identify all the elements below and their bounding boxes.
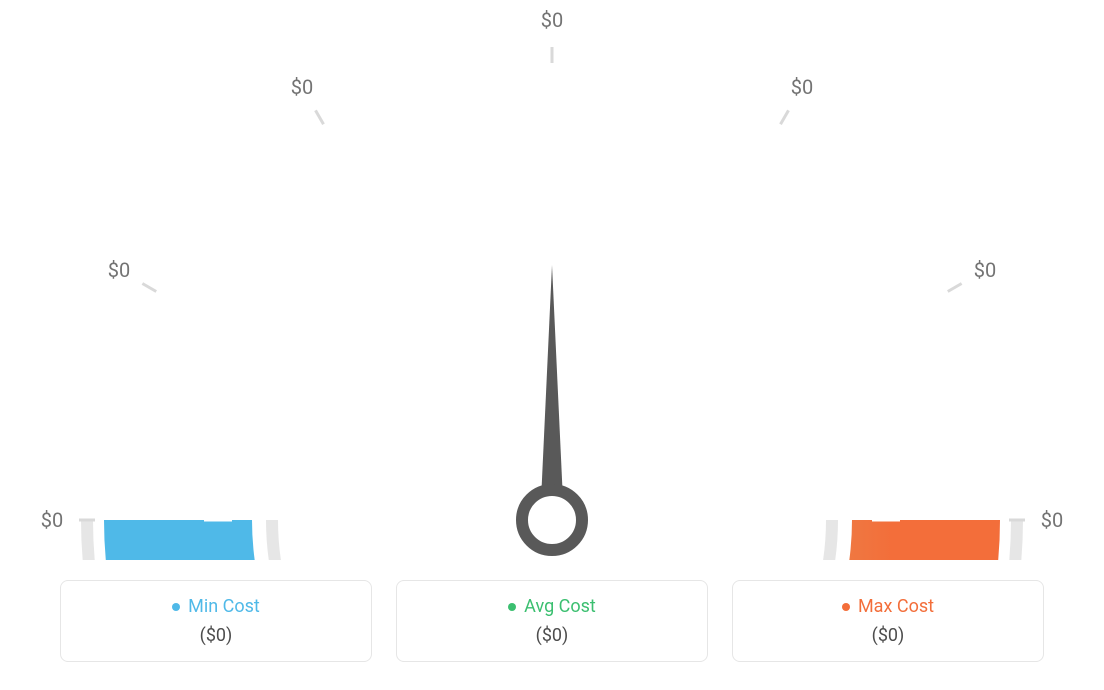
legend-dot-icon bbox=[508, 603, 516, 611]
gauge-tick-label: $0 bbox=[974, 258, 996, 282]
legend-title: Max Cost bbox=[842, 596, 934, 617]
legend-value: ($0) bbox=[200, 625, 233, 646]
legend-card-avg-cost: Avg Cost ($0) bbox=[396, 580, 708, 662]
gauge-tick-minor bbox=[868, 466, 896, 470]
gauge-tick-label: $0 bbox=[541, 8, 563, 32]
legend-title: Min Cost bbox=[172, 596, 260, 617]
legend-row: Min Cost ($0) Avg Cost ($0) Max Cost ($0) bbox=[60, 580, 1044, 662]
gauge-tick-minor bbox=[740, 238, 756, 261]
gauge-tick-major bbox=[316, 110, 324, 124]
gauge-tick-minor bbox=[208, 466, 236, 470]
gauge-tick-minor bbox=[651, 189, 660, 216]
gauge-tick-label: $0 bbox=[108, 258, 130, 282]
gauge-tick-minor bbox=[856, 412, 883, 421]
gauge-tick-minor bbox=[347, 238, 363, 261]
gauge-tick-minor bbox=[242, 362, 267, 375]
gauge-tick-minor bbox=[444, 189, 453, 216]
legend-label: Max Cost bbox=[858, 596, 934, 617]
gauge-tick-label: $0 bbox=[291, 75, 313, 99]
gauge-tick-minor bbox=[778, 274, 798, 294]
gauge-tick-minor bbox=[498, 176, 502, 204]
legend-card-max-cost: Max Cost ($0) bbox=[732, 580, 1044, 662]
gauge-tick-major bbox=[781, 110, 789, 124]
legend-title: Avg Cost bbox=[508, 596, 596, 617]
gauge-tick-label: $0 bbox=[41, 508, 63, 532]
gauge-tick-minor bbox=[697, 210, 710, 235]
legend-value: ($0) bbox=[536, 625, 569, 646]
gauge-tick-minor bbox=[270, 315, 293, 331]
gauge-hub bbox=[522, 490, 582, 550]
gauge-tick-minor bbox=[306, 274, 326, 294]
gauge-tick-minor bbox=[221, 412, 248, 421]
legend-label: Avg Cost bbox=[524, 596, 596, 617]
gauge-tick-minor bbox=[394, 210, 407, 235]
gauge-tick-major bbox=[948, 284, 962, 292]
legend-dot-icon bbox=[172, 603, 180, 611]
gauge-tick-label: $0 bbox=[1041, 508, 1063, 532]
gauge-tick-label: $0 bbox=[791, 75, 813, 99]
gauge-tick-minor bbox=[811, 315, 834, 331]
legend-value: ($0) bbox=[872, 625, 905, 646]
legend-card-min-cost: Min Cost ($0) bbox=[60, 580, 372, 662]
legend-dot-icon bbox=[842, 603, 850, 611]
gauge-tick-minor bbox=[602, 176, 606, 204]
gauge-tick-minor bbox=[837, 362, 862, 375]
legend-label: Min Cost bbox=[188, 596, 260, 617]
cost-gauge bbox=[0, 0, 1104, 564]
gauge-svg bbox=[0, 0, 1104, 560]
gauge-tick-major bbox=[142, 284, 156, 292]
